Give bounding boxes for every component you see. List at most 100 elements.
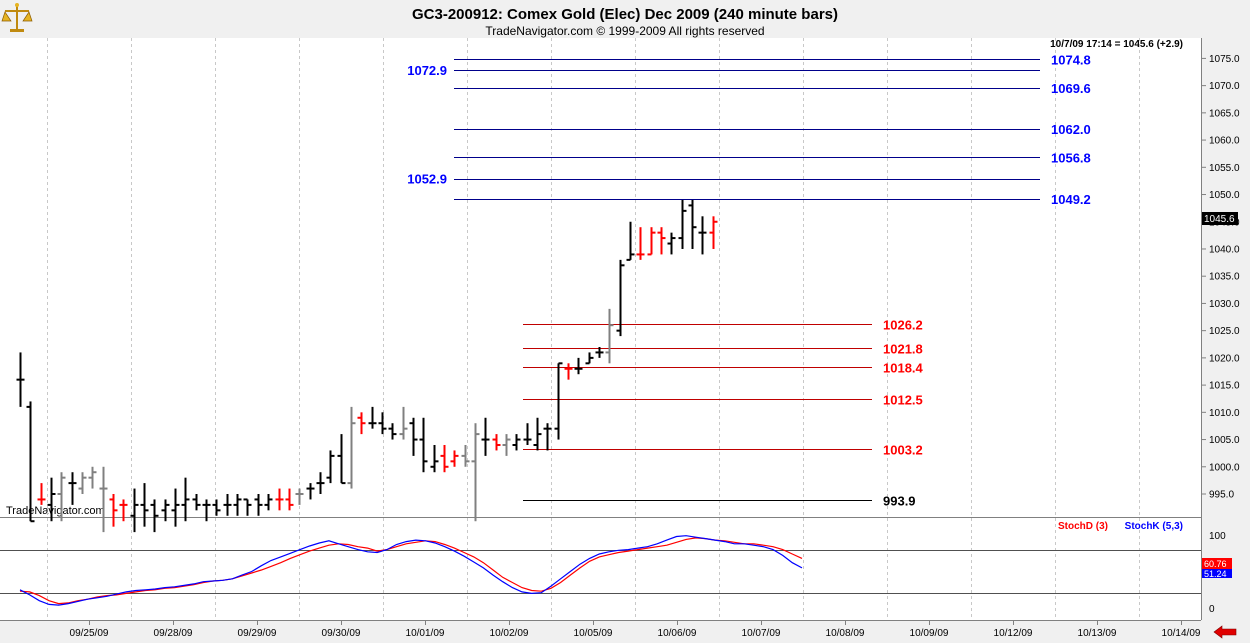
price-tick-label: 1035.0: [1209, 272, 1240, 283]
price-bar: [636, 227, 645, 260]
resistance-label: 1056.8: [1051, 150, 1091, 165]
watermark-text: TradeNavigator.com: [6, 505, 105, 517]
price-bar: [440, 444, 449, 473]
price-bar: [554, 362, 563, 440]
price-bar: [140, 483, 149, 527]
price-bar: [605, 308, 614, 364]
price-bar: [109, 494, 118, 527]
price-bar: [68, 472, 77, 505]
price-bar: [357, 412, 366, 435]
price-bar: [616, 259, 625, 337]
price-bar: [26, 401, 35, 523]
price-bar: [202, 499, 211, 522]
price-bar: [574, 357, 583, 375]
price-bar: [326, 450, 335, 484]
price-bar: [512, 434, 521, 451]
price-bar: [647, 227, 656, 256]
x-axis-strip: [0, 620, 1250, 643]
resistance-label-left: 1052.9: [407, 172, 447, 187]
date-tick-label: 10/08/09: [826, 628, 865, 639]
date-axis: 09/25/09 09/28/09 09/29/09 09/30/09 10/01/09…: [70, 620, 1201, 639]
stochd-legend: StochD (3): [1058, 521, 1108, 532]
price-tick-label: 1005.0: [1209, 435, 1240, 446]
price-bar: [264, 494, 273, 511]
price-bar: [337, 434, 346, 485]
price-bar: [99, 466, 108, 533]
price-bar: [254, 494, 263, 516]
price-bar: [130, 488, 139, 533]
price-tick-label: 1040.0: [1209, 244, 1240, 255]
price-tick-label: 1020.0: [1209, 353, 1240, 364]
price-bar: [657, 227, 666, 255]
price-tick-label: 995.0: [1209, 490, 1234, 501]
price-bar: [88, 466, 97, 489]
date-tick-label: 09/28/09: [154, 628, 193, 639]
price-bar: [243, 498, 252, 516]
price-bar: [585, 352, 594, 365]
price-tick-label: 1065.0: [1209, 108, 1240, 119]
grid-layer: [47, 38, 1140, 620]
price-bar: [223, 494, 232, 516]
price-bar: [698, 216, 707, 255]
price-tick-label: 1025.0: [1209, 326, 1240, 337]
date-tick-label: 09/25/09: [70, 628, 109, 639]
price-bar: [181, 477, 190, 522]
stochd-line: [19, 537, 803, 605]
price-tick-label: 1055.0: [1209, 163, 1240, 174]
price-bar: [502, 434, 511, 456]
level-lines-layer: 1074.8 1069.6 1062.0 1056.8 1049.2 1072.9 1052…: [407, 52, 1091, 508]
price-bars-layer: [16, 199, 718, 533]
price-bar: [347, 406, 356, 489]
price-bar: [430, 444, 439, 473]
date-tick-label: 10/13/09: [1078, 628, 1117, 639]
price-bar: [533, 417, 542, 451]
title-bar: [0, 0, 1250, 38]
price-bar: [233, 494, 242, 516]
price-bar: [275, 488, 284, 511]
price-bar: [409, 417, 418, 456]
date-tick-label: 10/02/09: [490, 628, 529, 639]
price-bar: [461, 444, 470, 467]
price-bar: [523, 423, 532, 445]
date-tick-label: 10/05/09: [574, 628, 613, 639]
price-tick-label: 1050.0: [1209, 190, 1240, 201]
price-bar: [37, 483, 46, 505]
resistance-label: 1049.2: [1051, 192, 1091, 207]
price-bar: [150, 499, 159, 533]
price-bar: [119, 499, 128, 522]
date-tick-label: 10/12/09: [994, 628, 1033, 639]
price-bar: [368, 406, 377, 429]
price-bar: [667, 232, 676, 255]
chart-title: GC3-200912: Comex Gold (Elec) Dec 2009 (…: [412, 6, 838, 23]
resistance-label-left: 1072.9: [407, 63, 447, 78]
stochk-value-label: 51.24: [1204, 569, 1227, 579]
stochk-value-tag: [1202, 569, 1232, 578]
price-bar: [16, 352, 25, 407]
price-bar: [192, 494, 201, 511]
price-bar: [316, 472, 325, 494]
chart-subtitle: TradeNavigator.com © 1999-2009 All right…: [485, 24, 764, 38]
date-tick-label: 10/09/09: [910, 628, 949, 639]
price-bar: [543, 423, 552, 451]
price-bar: [285, 488, 294, 511]
stochk-line: [19, 535, 803, 606]
stochd-value-tag: [1202, 558, 1232, 569]
price-bar: [47, 477, 56, 522]
price-bar: [399, 406, 408, 440]
price-tick-label: 1060.0: [1209, 136, 1240, 147]
scroll-left-arrow-icon[interactable]: [1213, 625, 1237, 639]
stochastic-pane: 100 0: [0, 531, 1226, 615]
price-bar: [626, 221, 635, 261]
price-bar: [564, 363, 573, 380]
date-tick-label: 10/06/09: [658, 628, 697, 639]
support-label: 1018.4: [883, 361, 924, 376]
base-line-label: 993.9: [883, 494, 916, 509]
price-readout: 10/7/09 17:14 = 1045.6 (+2.9): [1050, 39, 1183, 50]
price-bar: [306, 483, 315, 500]
price-bar: [388, 423, 397, 440]
last-price-label: 1045.6: [1204, 214, 1235, 225]
support-label: 1012.5: [883, 393, 923, 408]
stochd-value-label: 60.76: [1204, 559, 1227, 569]
price-bar: [212, 499, 221, 516]
